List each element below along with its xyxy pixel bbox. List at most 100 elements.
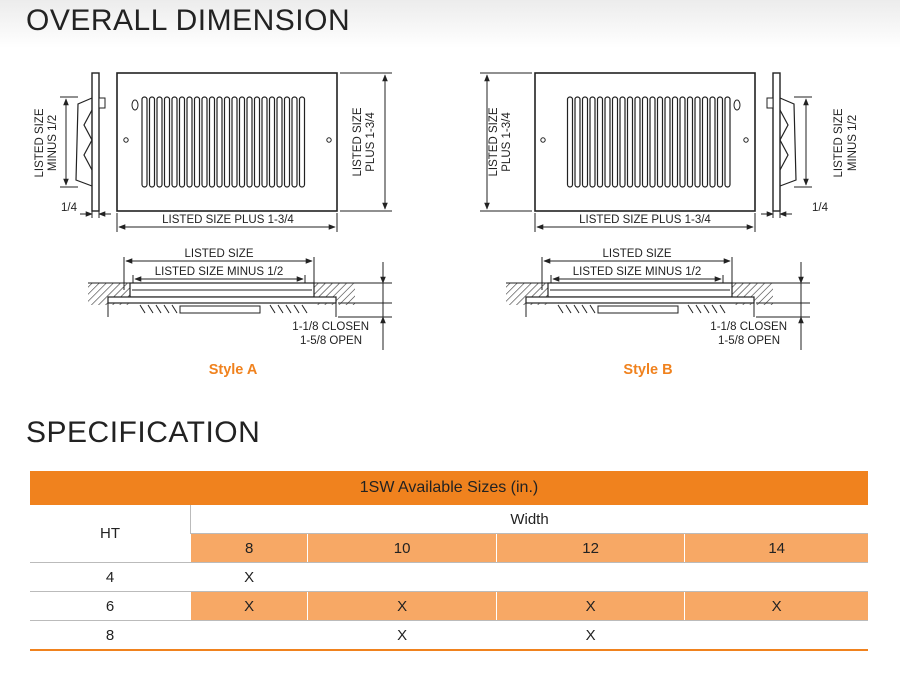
style-name: Style B	[623, 362, 672, 378]
damper-lever	[733, 99, 741, 111]
louver	[298, 96, 306, 188]
louver	[701, 96, 709, 188]
availability-cell: X	[307, 620, 497, 651]
availability-cell: X	[495, 591, 685, 621]
dim-label: LISTED SIZE	[184, 248, 253, 260]
louver	[171, 96, 178, 188]
louver	[619, 96, 626, 188]
line	[687, 304, 694, 314]
louver	[223, 96, 231, 188]
availability-cell: X	[684, 591, 868, 621]
line	[269, 304, 276, 314]
line	[277, 304, 284, 314]
dim-label: 1-1/8 CLOSEN	[292, 321, 369, 333]
column-header: 12	[495, 533, 685, 563]
louver	[686, 96, 694, 188]
dim-label: MINUS 1/2	[47, 115, 59, 171]
availability-cell: X	[189, 562, 308, 592]
louver	[276, 96, 283, 188]
line	[573, 304, 580, 314]
availability-cell	[307, 562, 497, 592]
louver	[163, 96, 171, 188]
section-title: SPECIFICATION	[26, 416, 261, 449]
line	[155, 304, 162, 314]
dim-label: LISTED SIZE PLUS 1-3/4	[579, 214, 711, 226]
louver	[201, 96, 208, 188]
louver	[148, 96, 156, 188]
flange	[525, 296, 755, 304]
dim-label: MINUS 1/2	[847, 115, 859, 171]
line	[719, 304, 726, 314]
lever	[98, 97, 106, 109]
front-view-b	[480, 72, 812, 232]
damper	[75, 97, 93, 187]
louver	[566, 96, 574, 188]
louver	[604, 96, 611, 188]
line	[301, 304, 308, 314]
availability-cell	[684, 620, 868, 651]
dim-label: LISTED SIZE PLUS 1-3/4	[162, 214, 294, 226]
louver	[141, 96, 148, 188]
column-header: 14	[684, 533, 868, 563]
damper	[779, 109, 789, 171]
row-label: 6	[30, 591, 191, 621]
row-header: HT	[30, 505, 191, 563]
column-header: 10	[307, 533, 497, 563]
line	[703, 304, 710, 314]
availability-cell	[189, 620, 308, 651]
dim-label: 1-5/8 OPEN	[718, 335, 780, 347]
dim-label: LISTED SIZE	[488, 107, 500, 176]
louver	[709, 96, 716, 188]
section-view-a	[88, 257, 392, 350]
style-name: Style A	[209, 362, 258, 378]
louver	[671, 96, 679, 188]
screw-hole	[743, 137, 749, 143]
louver	[253, 96, 261, 188]
screw-hole	[123, 137, 129, 143]
line	[293, 304, 300, 314]
line	[711, 304, 718, 314]
dimension-drawings: LISTED SIZE MINUS 1/2 LISTED SIZE PLUS 1…	[34, 72, 859, 378]
louver	[611, 96, 619, 188]
line	[139, 304, 146, 314]
line	[695, 304, 702, 314]
dim-label: 1-5/8 OPEN	[300, 335, 362, 347]
louver	[716, 96, 724, 188]
dim-label: LISTED SIZE	[602, 248, 671, 260]
availability-cell	[684, 562, 868, 592]
dim-label: PLUS 1-3/4	[365, 112, 377, 172]
louver	[596, 96, 604, 188]
line	[171, 304, 178, 314]
louver	[649, 96, 656, 188]
columns-row: 8 10 12 14	[30, 533, 868, 563]
louver	[178, 96, 186, 188]
louver	[268, 96, 276, 188]
line	[565, 304, 572, 314]
line	[163, 304, 170, 314]
sizes-table: 1SW Available Sizes (in.) HT Width 8 10 12 14 4…	[30, 471, 868, 651]
header-band	[0, 0, 900, 48]
louver	[664, 96, 671, 188]
louver	[626, 96, 634, 188]
side-flange	[772, 72, 781, 212]
side-flange	[91, 72, 100, 212]
louver	[216, 96, 223, 188]
line	[581, 304, 588, 314]
dim-label: PLUS 1-3/4	[501, 112, 513, 172]
louver	[231, 96, 238, 188]
dim-label: LISTED SIZE	[833, 108, 845, 177]
dim-label: LISTED SIZE	[34, 108, 46, 177]
louver	[656, 96, 664, 188]
louver	[238, 96, 246, 188]
damper-lever	[131, 99, 139, 111]
louver	[186, 96, 193, 188]
louver	[724, 96, 731, 188]
dim-label: LISTED SIZE MINUS 1/2	[155, 266, 283, 278]
louver	[261, 96, 268, 188]
louver	[634, 96, 641, 188]
dim-label: 1/4	[812, 202, 829, 214]
louver	[283, 96, 291, 188]
